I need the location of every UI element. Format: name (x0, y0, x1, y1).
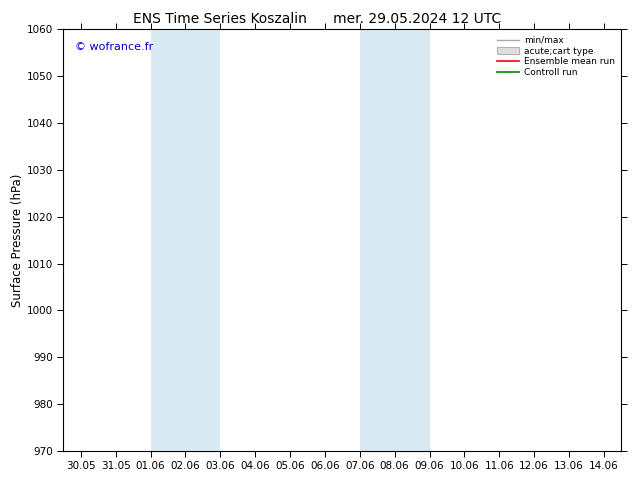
Text: ENS Time Series Koszalin      mer. 29.05.2024 12 UTC: ENS Time Series Koszalin mer. 29.05.2024… (133, 12, 501, 26)
Bar (150, 29, 221, 451)
Legend: min/max, acute;cart type, Ensemble mean run, Controll run: min/max, acute;cart type, Ensemble mean … (495, 34, 617, 79)
Y-axis label: Surface Pressure (hPa): Surface Pressure (hPa) (11, 173, 24, 307)
Bar (359, 29, 429, 451)
Text: © wofrance.fr: © wofrance.fr (75, 42, 153, 52)
